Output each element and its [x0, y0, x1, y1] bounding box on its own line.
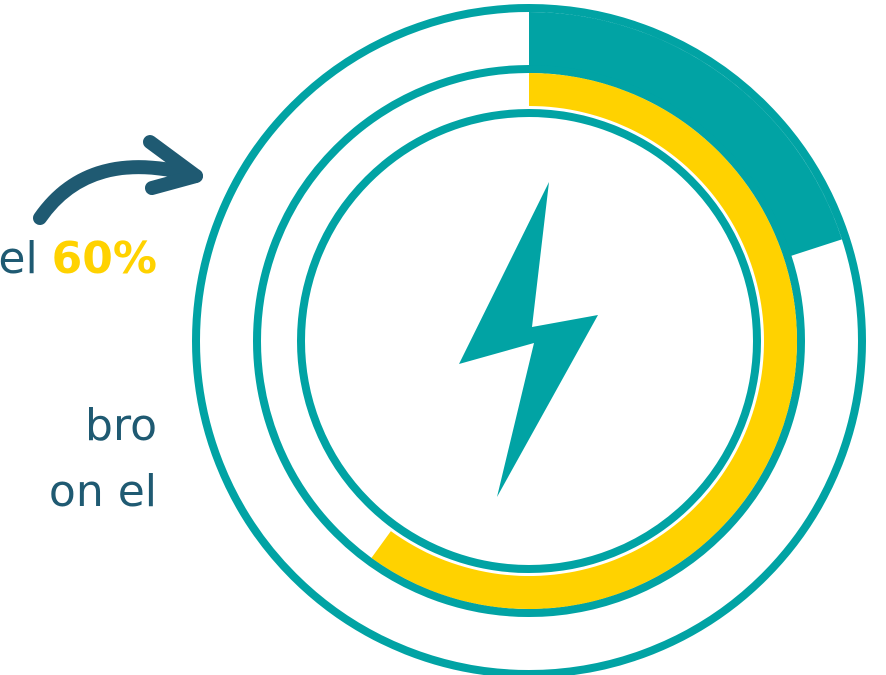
- middle-ring-track: [253, 65, 805, 617]
- text-line-1: el 60%: [0, 237, 157, 281]
- highlight-percentage: 60%: [51, 233, 157, 284]
- text-line-1-prefix: el: [0, 233, 38, 284]
- middle-ring-segment: [371, 73, 798, 609]
- inner-ring: [297, 109, 761, 573]
- curved-arrow-icon: [33, 135, 203, 225]
- lightning-bolt-icon: [459, 182, 598, 497]
- text-line-2: bro: [85, 400, 157, 451]
- text-line-3: on el: [48, 466, 157, 517]
- outer-ring-track: [192, 4, 866, 675]
